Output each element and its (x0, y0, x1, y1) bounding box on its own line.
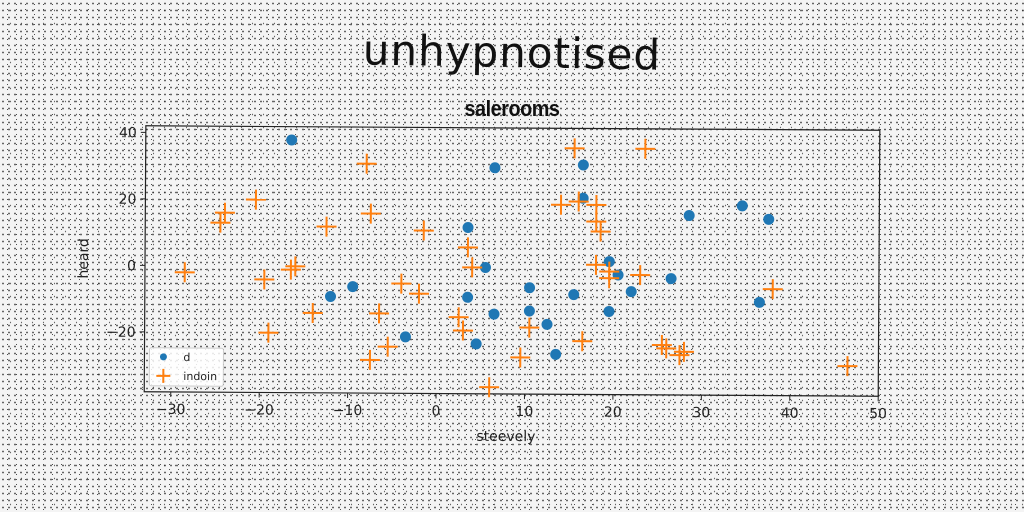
data-point-d (568, 289, 580, 301)
data-point-indoin (656, 338, 677, 359)
data-point-indoin (673, 341, 694, 362)
legend-marker-indoin (156, 368, 171, 383)
data-point-d (753, 296, 765, 308)
x-tick-label: 30 (692, 405, 710, 421)
data-point-d (489, 162, 501, 174)
data-point-indoin (448, 307, 469, 328)
data-point-d (523, 305, 535, 317)
data-point-indoin (316, 216, 337, 237)
data-point-d (462, 291, 474, 303)
data-point-indoin (762, 279, 783, 300)
plot-frame (143, 125, 881, 397)
x-tick-label: −30 (156, 402, 186, 418)
chart-subtitle: salerooms (464, 96, 560, 121)
data-point-d (470, 338, 482, 350)
data-point-indoin (635, 138, 656, 159)
x-tick-label: 10 (515, 404, 533, 420)
x-tick-label: −20 (244, 402, 274, 418)
data-point-d (462, 221, 474, 233)
data-point-indoin (551, 194, 572, 215)
x-tick-label: −10 (333, 403, 363, 419)
data-point-indoin (174, 262, 195, 283)
data-point-indoin (564, 138, 585, 159)
data-point-d (577, 159, 589, 171)
data-point-indoin (630, 265, 651, 286)
x-axis-label: steevely (476, 429, 535, 445)
data-point-d (603, 305, 615, 317)
y-axis-label: heard (76, 238, 92, 279)
data-point-indoin (214, 202, 235, 223)
data-point-d (550, 348, 562, 360)
data-point-indoin (572, 331, 593, 352)
data-point-indoin (258, 322, 279, 343)
data-point-d (541, 318, 553, 330)
data-point-d (524, 282, 536, 294)
data-point-indoin (590, 221, 611, 242)
data-point-d (665, 273, 677, 285)
data-point-indoin (568, 191, 589, 212)
y-tick-label: 20 (119, 192, 137, 208)
data-point-indoin (359, 349, 380, 370)
data-point-indoin (586, 211, 607, 232)
data-point-indoin (651, 335, 672, 356)
legend: d indoin (148, 347, 224, 387)
data-point-d (763, 213, 775, 225)
data-point-indoin (462, 257, 483, 278)
data-point-indoin (452, 320, 473, 341)
legend-marker-d (159, 353, 167, 361)
data-point-indoin (586, 254, 607, 275)
data-point-indoin (285, 256, 306, 277)
data-point-d (325, 290, 337, 302)
data-point-indoin (519, 317, 540, 338)
data-point-d (399, 331, 411, 343)
x-tick-label: 50 (869, 406, 887, 422)
data-point-indoin (210, 212, 231, 233)
data-point-d (347, 281, 359, 293)
data-point-indoin (245, 189, 266, 210)
data-point-indoin (599, 268, 620, 289)
legend-label-d: d (183, 351, 190, 364)
data-point-d (286, 134, 298, 146)
data-point-indoin (369, 303, 390, 324)
data-point-indoin (280, 259, 301, 280)
data-point-indoin (408, 283, 429, 304)
data-point-indoin (356, 153, 377, 174)
x-tick-label: 0 (431, 404, 440, 420)
y-tick-label: −20 (106, 325, 136, 341)
data-point-indoin (837, 356, 858, 377)
x-tick-label: 20 (604, 405, 622, 421)
data-point-indoin (510, 347, 531, 368)
data-point-indoin (413, 220, 434, 241)
data-point-d (683, 210, 695, 222)
data-point-d (488, 308, 500, 320)
data-point-indoin (302, 302, 323, 323)
data-point-d (625, 286, 637, 298)
legend-label-indoin: indoin (183, 370, 217, 383)
x-tick-label: 40 (781, 406, 799, 422)
data-point-indoin (391, 273, 412, 294)
data-point-indoin (457, 237, 478, 258)
data-point-indoin (254, 269, 275, 290)
data-point-indoin (377, 336, 398, 357)
data-point-d (479, 261, 491, 273)
y-tick-label: 40 (119, 125, 137, 141)
y-tick-label: 0 (127, 258, 136, 274)
data-point-indoin (669, 345, 690, 366)
data-point-indoin (360, 203, 381, 224)
data-point-d (736, 200, 748, 212)
data-point-indoin (479, 377, 500, 398)
